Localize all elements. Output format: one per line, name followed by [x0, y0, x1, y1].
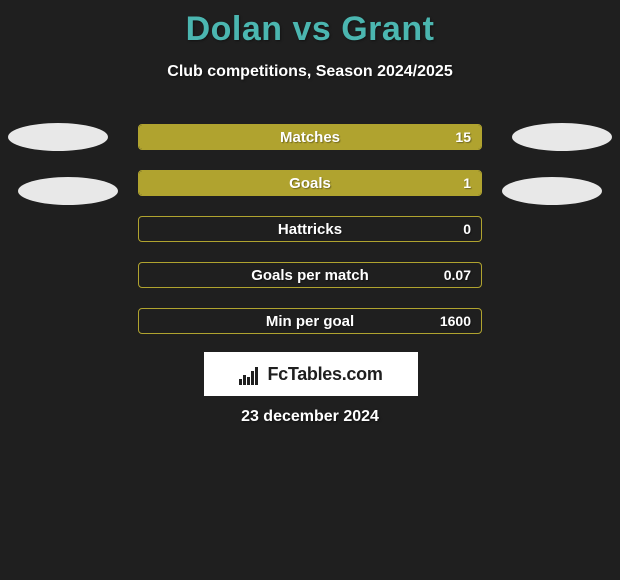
- bar-value: 0: [463, 217, 471, 241]
- bar-value: 1: [463, 171, 471, 195]
- bar-row: Goals per match 0.07: [138, 262, 482, 288]
- logo-box: FcTables.com: [204, 352, 418, 396]
- bar-label: Min per goal: [139, 309, 481, 333]
- bar-row: Goals 1: [138, 170, 482, 196]
- bar-row: Min per goal 1600: [138, 308, 482, 334]
- bar-chart-icon: [239, 363, 261, 385]
- logo-text: FcTables.com: [267, 364, 382, 385]
- stats-bar-chart: Matches 15 Goals 1 Hattricks 0 Goals per…: [138, 124, 482, 354]
- bar-value: 1600: [440, 309, 471, 333]
- bar-value: 15: [455, 125, 471, 149]
- avatar-right-top: [512, 123, 612, 151]
- page-title: Dolan vs Grant: [0, 0, 620, 49]
- bar-label: Hattricks: [139, 217, 481, 241]
- bar-row: Matches 15: [138, 124, 482, 150]
- bar-label: Matches: [139, 125, 481, 149]
- bar-value: 0.07: [444, 263, 471, 287]
- bar-row: Hattricks 0: [138, 216, 482, 242]
- avatar-left-bottom: [18, 177, 118, 205]
- page-subtitle: Club competitions, Season 2024/2025: [0, 63, 620, 81]
- avatar-right-bottom: [502, 177, 602, 205]
- bar-label: Goals per match: [139, 263, 481, 287]
- date-text: 23 december 2024: [0, 408, 620, 426]
- bar-label: Goals: [139, 171, 481, 195]
- avatar-left-top: [8, 123, 108, 151]
